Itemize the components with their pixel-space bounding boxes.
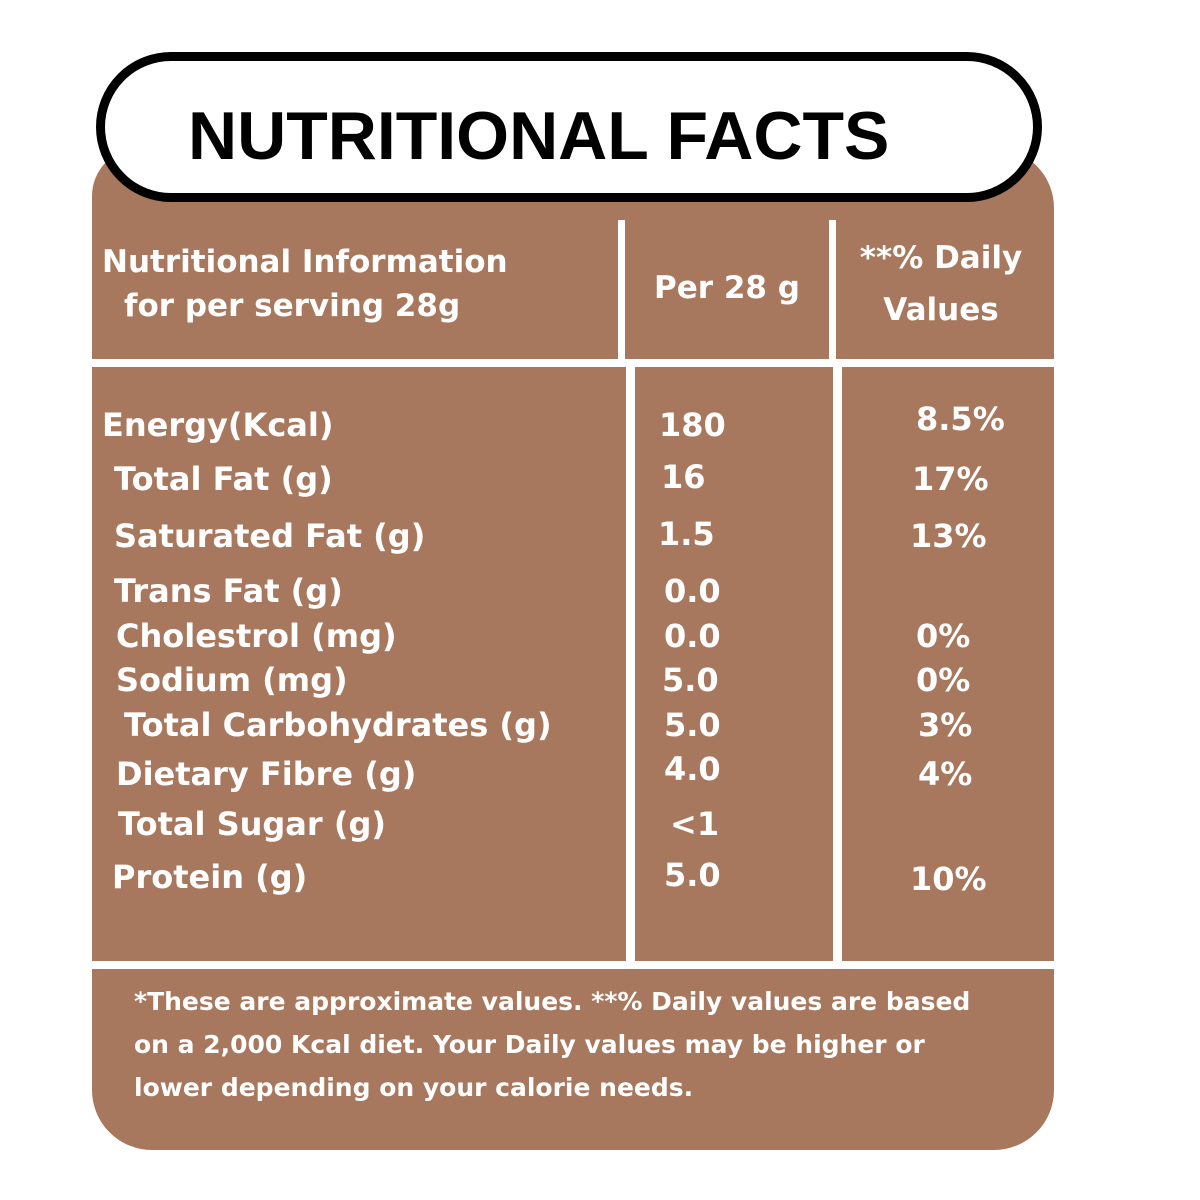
row-label-total-fat: Total Fat (g) <box>114 460 333 498</box>
footnote: *These are approximate values. **% Daily… <box>134 980 1054 1109</box>
footnote-line-1: *These are approximate values. **% Daily… <box>134 987 971 1016</box>
row-per-energy: 180 <box>659 406 726 444</box>
row-label-total-carbohydrates: Total Carbohydrates (g) <box>124 706 552 744</box>
row-dv-total-carbohydrates: 3% <box>918 706 973 744</box>
row-dv-cholestrol: 0% <box>916 617 971 655</box>
header-daily-values-line1: **% Daily <box>859 240 1023 276</box>
row-dv-saturated-fat: 13% <box>910 517 987 555</box>
row-label-sodium: Sodium (mg) <box>116 661 348 699</box>
row-dv-total-fat: 17% <box>912 460 989 498</box>
row-dv-dietary-fibre: 4% <box>918 755 973 793</box>
page-title: NUTRITIONAL FACTS <box>188 98 890 174</box>
row-per-total-carbohydrates: 5.0 <box>664 706 721 744</box>
header-divider <box>92 359 1054 367</box>
row-label-total-sugar: Total Sugar (g) <box>118 805 386 843</box>
header-daily-values-line2: Values <box>883 292 999 328</box>
row-dv-sodium: 0% <box>916 661 971 699</box>
row-label-saturated-fat: Saturated Fat (g) <box>114 517 426 555</box>
row-label-trans-fat: Trans Fat (g) <box>114 572 343 610</box>
row-per-cholestrol: 0.0 <box>664 617 721 655</box>
row-per-saturated-fat: 1.5 <box>658 515 715 553</box>
row-dv-energy: 8.5% <box>916 400 1005 438</box>
column-divider-1-bottom <box>626 366 635 964</box>
row-per-trans-fat: 0.0 <box>664 572 721 610</box>
footnote-line-2: on a 2,000 Kcal diet. Your Daily values … <box>134 1030 925 1059</box>
column-divider-2-bottom <box>833 366 842 964</box>
row-per-dietary-fibre: 4.0 <box>664 750 721 788</box>
row-label-cholestrol: Cholestrol (mg) <box>116 617 397 655</box>
row-per-total-sugar: <1 <box>670 805 720 843</box>
row-label-dietary-fibre: Dietary Fibre (g) <box>116 755 417 793</box>
header-info-line2: for per serving 28g <box>124 288 461 324</box>
header-info-line1: Nutritional Information <box>102 244 508 280</box>
column-divider-1-top <box>618 220 625 362</box>
nutrition-panel <box>92 148 1054 1150</box>
row-label-energy: Energy(Kcal) <box>102 406 334 444</box>
header-per-serving: Per 28 g <box>654 270 800 306</box>
row-dv-protein: 10% <box>910 860 987 898</box>
footer-divider <box>92 961 1054 969</box>
row-per-protein: 5.0 <box>664 856 721 894</box>
column-divider-2-top <box>829 220 836 362</box>
row-per-sodium: 5.0 <box>662 661 719 699</box>
footnote-line-3: lower depending on your calorie needs. <box>134 1073 694 1102</box>
title-banner <box>96 52 1042 202</box>
row-per-total-fat: 16 <box>661 458 706 496</box>
row-label-protein: Protein (g) <box>112 858 308 896</box>
